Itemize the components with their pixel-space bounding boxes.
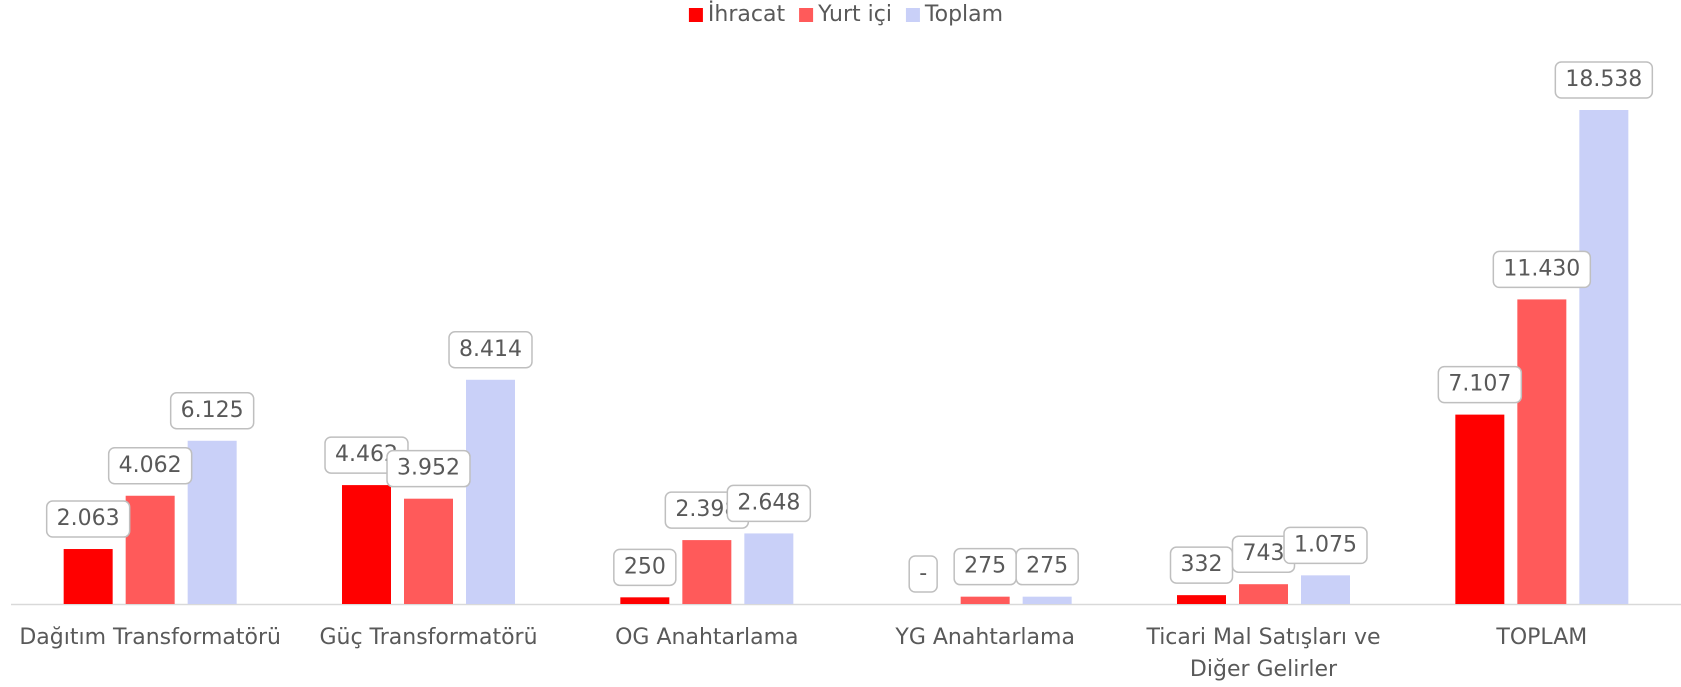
data-label: 2.063 — [45, 500, 131, 538]
data-label: 18.538 — [1554, 61, 1654, 99]
legend-swatch — [905, 8, 920, 22]
data-label-box — [1554, 61, 1654, 99]
bar — [63, 549, 113, 604]
data-label: 6.125 — [169, 392, 255, 430]
data-label: 7.107 — [1437, 365, 1523, 404]
data-label-box — [1283, 526, 1368, 565]
data-label: 275 — [953, 547, 1017, 586]
data-label-text: 743 — [1243, 541, 1285, 566]
data-label-box — [726, 484, 812, 523]
data-label: 8.414 — [448, 331, 533, 369]
data-label: 3.952 — [386, 449, 471, 488]
data-label: 275 — [1015, 547, 1079, 586]
bar — [342, 485, 391, 604]
bar — [125, 495, 175, 604]
data-label-text: 275 — [1026, 554, 1068, 579]
data-label-text: 6.125 — [181, 398, 244, 423]
data-label-box — [448, 331, 533, 369]
data-label-box — [1015, 547, 1079, 586]
legend-label: Toplam — [924, 2, 1003, 27]
data-label-text: 4.062 — [119, 453, 182, 478]
data-label-text: 250 — [624, 554, 666, 579]
legend-swatch — [799, 8, 814, 22]
data-label: - — [908, 555, 938, 593]
data-label-text: 2.063 — [57, 506, 120, 531]
data-label: 743 — [1231, 535, 1296, 573]
legend-label: Yurt içi — [817, 2, 892, 27]
bar — [404, 498, 453, 604]
bar — [1239, 584, 1288, 604]
bar — [1517, 299, 1567, 604]
data-label: 4.062 — [107, 447, 193, 485]
bar — [1455, 414, 1505, 604]
x-tick-label: Dağıtım Transformatörü — [19, 625, 281, 650]
bar — [187, 440, 237, 604]
data-label-box — [169, 392, 255, 430]
data-label-box — [1437, 365, 1523, 404]
data-label-text: 275 — [964, 554, 1006, 579]
data-label: 11.430 — [1492, 250, 1592, 289]
data-label-text: 11.430 — [1503, 256, 1580, 281]
data-label: 1.075 — [1283, 526, 1368, 565]
bar — [1301, 575, 1350, 604]
x-tick-label: TOPLAM — [1496, 625, 1588, 650]
x-tick-label: Ticari Mal Satışları ve Diğer Gelirler — [1146, 625, 1381, 682]
data-label-text: 332 — [1181, 552, 1223, 577]
legend: İhracat Yurt içi Toplam — [688, 1, 1003, 27]
data-label-box — [45, 500, 131, 538]
data-label-text: 3.952 — [397, 456, 460, 481]
data-label: 250 — [613, 548, 677, 587]
data-label-text: 8.414 — [459, 337, 522, 362]
data-label-text: 1.075 — [1294, 532, 1357, 557]
data-label-text: 18.538 — [1565, 67, 1642, 92]
data-label-box — [107, 447, 193, 485]
bar — [1177, 595, 1226, 604]
data-label: 332 — [1169, 546, 1234, 584]
data-label-box — [613, 548, 677, 587]
data-label-box — [908, 555, 938, 593]
legend-swatch — [688, 8, 703, 22]
x-tick-label: OG Anahtarlama — [615, 625, 799, 650]
data-label-text: - — [919, 561, 927, 586]
data-label-box — [386, 449, 471, 488]
bar — [466, 379, 515, 604]
data-label: 2.648 — [726, 484, 812, 523]
bar — [682, 540, 732, 604]
bar — [620, 597, 670, 604]
data-label-text: 7.107 — [1448, 372, 1511, 397]
legend-label: İhracat — [708, 1, 786, 27]
bar — [1022, 596, 1072, 604]
x-tick-label: Güç Transformatörü — [319, 625, 538, 650]
bar — [744, 533, 794, 604]
bar — [1579, 110, 1629, 604]
x-tick-label: YG Anahtarlama — [895, 625, 1075, 650]
bar — [960, 596, 1010, 604]
data-label-box — [1492, 250, 1592, 289]
data-label-text: 2.648 — [737, 490, 800, 515]
